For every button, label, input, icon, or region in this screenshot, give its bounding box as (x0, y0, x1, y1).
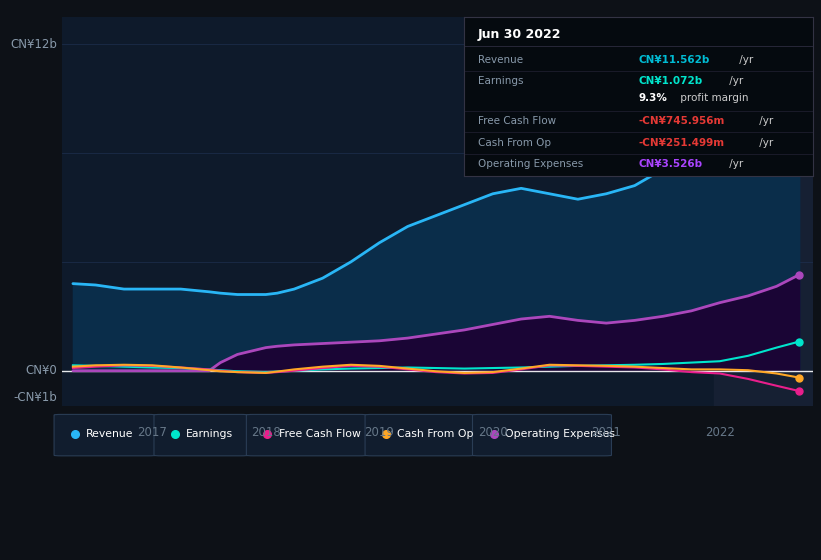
Text: Cash From Op: Cash From Op (478, 138, 551, 148)
FancyBboxPatch shape (365, 414, 474, 456)
Text: /yr: /yr (736, 55, 754, 65)
Bar (714, 17, 813, 412)
Text: CN¥0: CN¥0 (25, 364, 57, 377)
Text: /yr: /yr (727, 158, 744, 169)
Text: Earnings: Earnings (478, 76, 523, 86)
Text: Revenue: Revenue (478, 55, 523, 65)
FancyBboxPatch shape (54, 414, 155, 456)
Text: 2022: 2022 (704, 426, 735, 438)
Text: Operating Expenses: Operating Expenses (478, 158, 583, 169)
Text: CN¥11.562b: CN¥11.562b (639, 55, 709, 65)
Text: 9.3%: 9.3% (639, 93, 667, 103)
Text: -CN¥251.499m: -CN¥251.499m (639, 138, 724, 148)
Text: Earnings: Earnings (186, 429, 233, 439)
Text: 2021: 2021 (591, 426, 621, 438)
Text: profit margin: profit margin (677, 93, 749, 103)
Text: /yr: /yr (755, 138, 773, 148)
Text: CN¥12b: CN¥12b (11, 38, 57, 50)
Text: CN¥3.526b: CN¥3.526b (639, 158, 703, 169)
Text: Jun 30 2022: Jun 30 2022 (478, 28, 562, 41)
Text: Revenue: Revenue (86, 429, 134, 439)
FancyBboxPatch shape (473, 414, 612, 456)
Text: 2019: 2019 (365, 426, 394, 438)
Text: 2017: 2017 (137, 426, 167, 438)
Text: -CN¥1b: -CN¥1b (14, 391, 57, 404)
Text: 2020: 2020 (478, 426, 507, 438)
FancyBboxPatch shape (246, 414, 366, 456)
Text: -CN¥745.956m: -CN¥745.956m (639, 115, 725, 125)
FancyBboxPatch shape (154, 414, 248, 456)
Text: 2018: 2018 (251, 426, 281, 438)
Text: CN¥1.072b: CN¥1.072b (639, 76, 703, 86)
Text: /yr: /yr (755, 115, 773, 125)
Text: Free Cash Flow: Free Cash Flow (478, 115, 556, 125)
Text: Free Cash Flow: Free Cash Flow (278, 429, 360, 439)
Text: Cash From Op: Cash From Op (397, 429, 474, 439)
Text: /yr: /yr (727, 76, 744, 86)
Text: Operating Expenses: Operating Expenses (505, 429, 615, 439)
